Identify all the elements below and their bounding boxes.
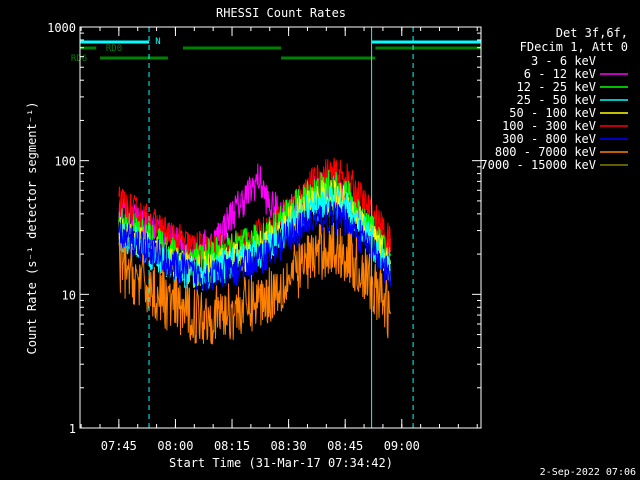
x-tick-label: 09:00 [384, 439, 420, 453]
x-axis: 07:45 08:00 08:15 08:30 08:45 09:00 [80, 27, 478, 453]
legend-entry: 25 - 50 keV [517, 93, 596, 107]
legend-entry: 100 - 300 keV [502, 119, 596, 133]
flag-label: RD6 [71, 54, 87, 64]
y-tick-label: 1 [69, 422, 76, 436]
x-tick-label: 08:00 [157, 439, 193, 453]
x-tick-label: 08:30 [271, 439, 307, 453]
legend-header: FDecim 1, Att 0 [520, 40, 628, 54]
legend-entry: 12 - 25 keV [517, 80, 596, 94]
series-line [118, 129, 391, 166]
plot-frame [79, 26, 482, 429]
x-axis-label: Start Time (31-Mar-17 07:34:42) [169, 456, 393, 470]
legend-header: Det 3f,6f, [556, 26, 628, 40]
flag-label: N [155, 37, 160, 47]
legend-entry: 6 - 12 keV [524, 67, 596, 81]
x-tick-label: 08:15 [214, 439, 250, 453]
y-tick-label: 1000 [47, 21, 76, 35]
series-line [118, 222, 391, 345]
flag-bars: N RD0 RD6 [71, 37, 481, 64]
x-tick-label: 08:45 [327, 439, 363, 453]
footer-date: 2-Sep-2022 07:06 [540, 467, 636, 478]
y-tick-label: 100 [54, 155, 76, 169]
legend-entry: 800 - 7000 keV [495, 145, 596, 159]
y-axis: 1 10 100 1000 [47, 21, 481, 436]
series-line [118, 163, 391, 266]
chart-title: RHESSI Count Rates [216, 6, 346, 20]
legend-entry: 3 - 6 keV [531, 54, 596, 68]
flag-label: RD0 [106, 44, 122, 54]
y-tick-label: 10 [62, 288, 76, 302]
x-tick-label: 07:45 [101, 439, 137, 453]
legend-entry: 50 - 100 keV [509, 106, 596, 120]
legend-entry: 300 - 800 keV [502, 132, 596, 146]
y-axis-label: Count Rate (s⁻¹ detector segment⁻¹) [25, 102, 39, 355]
series-line [118, 201, 391, 292]
series-lines [118, 129, 391, 345]
legend-entry: 7000 - 15000 keV [480, 158, 596, 172]
